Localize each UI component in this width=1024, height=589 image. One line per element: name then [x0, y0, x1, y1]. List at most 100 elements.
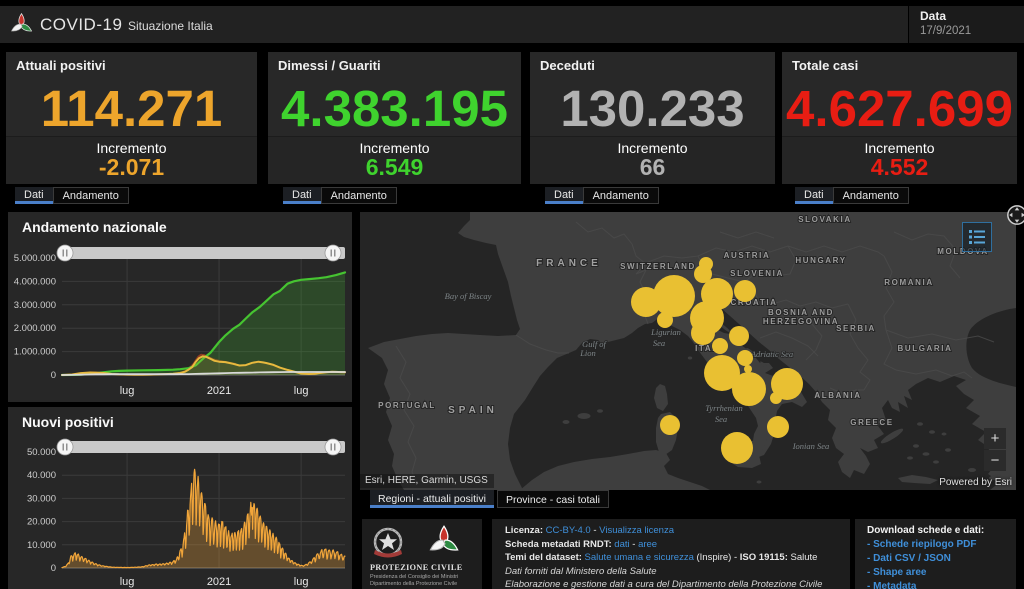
org-name: PROTEZIONE CIVILE [370, 563, 463, 572]
y-tick-label: 4.000.000 [14, 276, 56, 287]
sea-label: Adriatic Sea [750, 349, 793, 359]
sea-label: Tyrrhenian [705, 403, 742, 413]
panel-title: Andamento nazionale [22, 219, 167, 235]
download-link[interactable]: - Metadata [867, 581, 917, 589]
footer-info-line: Licenza: CC-BY-4.0 - Visualizza licenza [505, 525, 674, 536]
download-title: Download schede e dati: [867, 525, 985, 536]
org-sub2: Dipartimento della Protezione Civile [370, 581, 458, 587]
y-tick-label: 5.000.000 [14, 253, 56, 264]
header-bar: COVID-19 Situazione Italia Data 17/9/202… [0, 6, 1024, 43]
sea-label: Sea [653, 338, 665, 348]
y-tick-label: 10.000 [27, 540, 56, 551]
card-value: 4.627.699 [786, 80, 1013, 137]
card-increment-label: Incremento [359, 140, 430, 156]
slider-handle-left[interactable] [56, 438, 74, 456]
country-label: SLOVENIA [730, 269, 784, 278]
tab-dati[interactable]: Dati [283, 187, 321, 204]
legend-button[interactable] [962, 222, 992, 252]
country-label: GREECE [850, 418, 893, 427]
zoom-out-button[interactable]: − [984, 450, 1006, 471]
x-tick-label: lug [294, 385, 309, 397]
x-tick-label: lug [294, 576, 309, 588]
card-title: Totale casi [792, 58, 859, 73]
footer-link[interactable]: Visualizza licenza [599, 525, 674, 536]
slider-handle-right[interactable] [324, 244, 342, 262]
region-bubble-sicilia[interactable] [721, 432, 753, 464]
region-bubble-sardegna[interactable] [660, 415, 680, 435]
card-value: 114.271 [40, 80, 223, 137]
country-label: ROMANIA [884, 278, 933, 287]
card-value: 130.233 [560, 80, 745, 137]
country-label: CROATIA [730, 298, 777, 307]
map-bubbles-layer [631, 257, 803, 464]
map-tab-province-casi-totali[interactable]: Province - casi totali [496, 490, 609, 508]
slider-handle-left[interactable] [56, 244, 74, 262]
region-bubble-lazio[interactable] [704, 355, 740, 391]
card-increment-value: 4.552 [870, 154, 929, 180]
map-panel[interactable]: FRANCE SPAIN PORTUGAL SWITZERLAND AUSTRIA SLO… [360, 212, 1016, 490]
region-bubble-lombardia[interactable] [653, 275, 695, 317]
panel-title: Nuovi positivi [22, 414, 114, 430]
tab-andamento[interactable]: Andamento [582, 187, 659, 204]
y-tick-label: 1.000.000 [14, 347, 56, 358]
tab-dati[interactable]: Dati [795, 187, 833, 204]
series-deceduti [61, 371, 346, 376]
y-tick-label: 50.000 [27, 447, 56, 458]
download-links: - Schede riepilogo PDF - Dati CSV / JSON -… [867, 539, 1016, 589]
card-increment-label: Incremento [864, 140, 935, 156]
stat-card-attuali-positivi: Attuali positivi 114.271 Incremento -2.0… [6, 52, 257, 184]
footer-link[interactable]: Salute umana e sicurezza [584, 552, 694, 563]
footer-link[interactable]: CC-BY-4.0 [545, 525, 591, 536]
country-label: PORTUGAL [378, 401, 436, 410]
y-tick-label: 2.000.000 [14, 323, 56, 334]
zoom-control: + − [984, 428, 1006, 471]
time-slider-track[interactable] [62, 441, 345, 453]
region-bubble-basilicata[interactable] [770, 392, 782, 404]
slider-handle-right[interactable] [324, 438, 342, 456]
footer-link[interactable]: aree [638, 538, 658, 550]
region-bubble-calabria[interactable] [767, 416, 789, 438]
region-bubble-abruzzo[interactable] [737, 350, 753, 366]
country-label: BULGARIA [897, 344, 952, 353]
series-fill-attuali-positivi [62, 356, 345, 375]
card-title: Deceduti [540, 58, 595, 73]
region-bubble-liguria[interactable] [657, 312, 673, 328]
tab-andamento[interactable]: Andamento [832, 187, 909, 204]
sea-label: Lion [579, 348, 596, 358]
footer-info-line: Dati forniti dal Ministero della Salute [505, 565, 657, 577]
tab-dati[interactable]: Dati [545, 187, 583, 204]
time-slider-track[interactable] [62, 247, 345, 259]
sea-label: Ligurian [650, 327, 681, 337]
footer-info-panel: Licenza: CC-BY-4.0 - Visualizza licenza S… [492, 519, 850, 589]
region-bubble-friuli-venezia-giulia[interactable] [734, 280, 756, 302]
tab-andamento[interactable]: Andamento [320, 187, 397, 204]
download-link[interactable]: - Shape aree [867, 567, 927, 578]
x-tick-label: lug [120, 576, 135, 588]
nuovi-chart[interactable]: 0 10.000 20.000 30.000 40.000 50.000 lug 2021 lu… [8, 407, 352, 589]
page-title: COVID-19 [40, 15, 123, 34]
region-bubble-toscana[interactable] [691, 321, 715, 345]
region-bubble-umbria[interactable] [712, 338, 728, 354]
andamento-chart[interactable]: 0 1.000.000 2.000.000 3.000.000 4.000.000 5.0… [8, 212, 352, 402]
zoom-in-button[interactable]: + [984, 428, 1006, 449]
country-label: HUNGARY [795, 256, 846, 265]
country-label: ITALY [695, 344, 725, 353]
download-link[interactable]: - Dati CSV / JSON [867, 553, 951, 564]
date-label: Data [920, 9, 947, 23]
region-bubble-campania[interactable] [732, 372, 766, 406]
map-tab-regioni-attuali-positivi[interactable]: Regioni - attuali positivi [370, 490, 494, 508]
footer-link[interactable]: dati [614, 538, 630, 550]
tab-andamento[interactable]: Andamento [52, 187, 129, 204]
region-bubble-puglia[interactable] [771, 368, 803, 400]
region-bubble-marche[interactable] [729, 326, 749, 346]
date-box: Data 17/9/2021 [908, 6, 1024, 43]
country-label: BOSNIA AND [768, 308, 834, 317]
tab-dati[interactable]: Dati [15, 187, 53, 204]
series-dimessi-guariti [60, 271, 347, 377]
card-divider [782, 136, 1017, 184]
series-nuovi-positivi [61, 468, 346, 569]
download-link[interactable]: - Schede riepilogo PDF [867, 539, 977, 550]
expand-map-icon[interactable] [1006, 204, 1024, 226]
region-bubble-p-a-trento[interactable] [694, 265, 712, 283]
region-bubble-molise[interactable] [744, 365, 752, 373]
